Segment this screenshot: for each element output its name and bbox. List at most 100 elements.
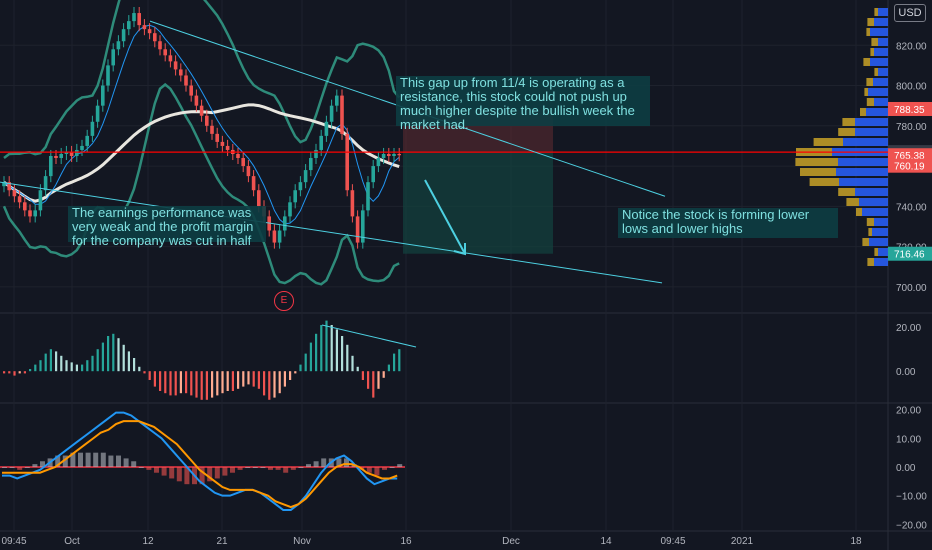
macd-hist-bar (169, 467, 175, 479)
volume-profile-bar (874, 258, 888, 266)
candle (251, 176, 256, 191)
candle (80, 145, 84, 150)
macd-hist-bar (176, 467, 182, 482)
volume-profile-bar (856, 208, 862, 216)
macd-hist-bar (268, 467, 273, 470)
volume-profile-bar (872, 228, 888, 236)
candle (127, 21, 131, 30)
target-zone (403, 152, 553, 254)
volume-profile-bar (838, 128, 855, 136)
momentum-bar (309, 342, 312, 372)
price-tick-label: 740.00 (896, 202, 927, 213)
momentum-bar (49, 349, 52, 372)
signal-line (2, 420, 398, 509)
momentum-bar (341, 336, 344, 372)
earnings-badge[interactable]: E (274, 291, 294, 311)
candle (158, 41, 162, 50)
volume-profile-bar (866, 108, 888, 116)
volume-profile-bar (843, 138, 888, 146)
price-tick-label: 700.00 (896, 283, 927, 294)
volume-profile-bar (870, 48, 874, 56)
momentum-bar (112, 333, 115, 372)
candle (17, 196, 22, 203)
macd-hist-bar (70, 452, 76, 467)
macd-hist-bar (275, 467, 281, 470)
macd-hist-bar (108, 455, 114, 467)
earnings-note: The earnings performance was very weak a… (68, 206, 266, 248)
candle (309, 158, 313, 171)
candle (283, 216, 287, 231)
price-label-text: 760.19 (894, 162, 925, 173)
macd-hist-bar (138, 467, 144, 468)
candle (220, 141, 225, 146)
macd-hist-bar (366, 467, 372, 473)
macd-line (2, 411, 398, 511)
volume-profile-bar (870, 28, 888, 36)
momentum-bar (268, 371, 271, 400)
price-label-text: 716.46 (894, 250, 925, 261)
momentum-bar (159, 371, 162, 391)
macd-hist-bar (123, 458, 129, 467)
momentum-bar (75, 364, 78, 372)
x-tick-label: Nov (293, 536, 311, 547)
volume-profile-bar (862, 238, 869, 246)
candle (236, 153, 240, 159)
momentum-bar (70, 362, 73, 372)
momentum-bar (356, 366, 359, 372)
candle (387, 153, 391, 156)
macd-hist-bar (214, 467, 220, 479)
momentum-bar (398, 349, 401, 372)
x-tick-label: 18 (850, 536, 862, 547)
momentum-bar (143, 371, 146, 374)
candle (319, 135, 323, 150)
momentum-bar (289, 371, 292, 380)
candle (376, 158, 381, 167)
momentum-bar (96, 349, 99, 372)
candle (121, 29, 126, 42)
momentum-bar (320, 325, 323, 372)
candle (350, 190, 355, 217)
candle (329, 105, 334, 122)
macd-hist-bar (374, 467, 380, 476)
macd-hist-bar (40, 461, 45, 467)
gap-note: This gap up from 11/4 is operating as a … (396, 76, 650, 132)
price-label (888, 158, 932, 173)
momentum-bar (221, 371, 224, 394)
volume-profile-bar (846, 198, 859, 206)
macd-tick-label: 20.00 (896, 406, 921, 417)
volume-profile-bar (874, 48, 888, 56)
momentum-bar (335, 329, 338, 372)
volume-profile-bar (867, 258, 874, 266)
macd-hist-bar (93, 452, 99, 467)
momentum-bar (299, 364, 302, 372)
momentum-panel (3, 320, 417, 400)
momentum-bar (237, 371, 240, 389)
momentum-bar (200, 371, 203, 400)
x-tick-label: 09:45 (660, 536, 685, 547)
momentum-bar (18, 371, 21, 374)
momentum-bar (216, 371, 219, 396)
volume-profile-bar (795, 158, 838, 166)
price-label (888, 101, 932, 116)
candle (64, 151, 69, 154)
candle (241, 158, 245, 167)
momentum-bar (86, 360, 89, 372)
macd-hist-bar (199, 467, 205, 485)
price-label-text: 788.35 (894, 105, 925, 116)
volume-profile-bar (863, 58, 870, 66)
candle (184, 75, 188, 86)
volume-profile-bar (874, 218, 888, 226)
momentum-bar (278, 371, 281, 394)
momentum-bar (294, 371, 297, 374)
volume-profile-bar (855, 118, 888, 126)
momentum-bar (346, 344, 349, 372)
momentum-bar (372, 371, 375, 398)
currency-button[interactable]: USD (894, 4, 926, 22)
macd-hist-bar (283, 467, 289, 473)
macd-hist-bar (62, 455, 68, 467)
candle (153, 33, 157, 42)
candle (7, 182, 11, 191)
volume-profile-bar (859, 198, 888, 206)
momentum-bar (133, 358, 136, 372)
price-tick-label: 820.00 (896, 41, 927, 52)
